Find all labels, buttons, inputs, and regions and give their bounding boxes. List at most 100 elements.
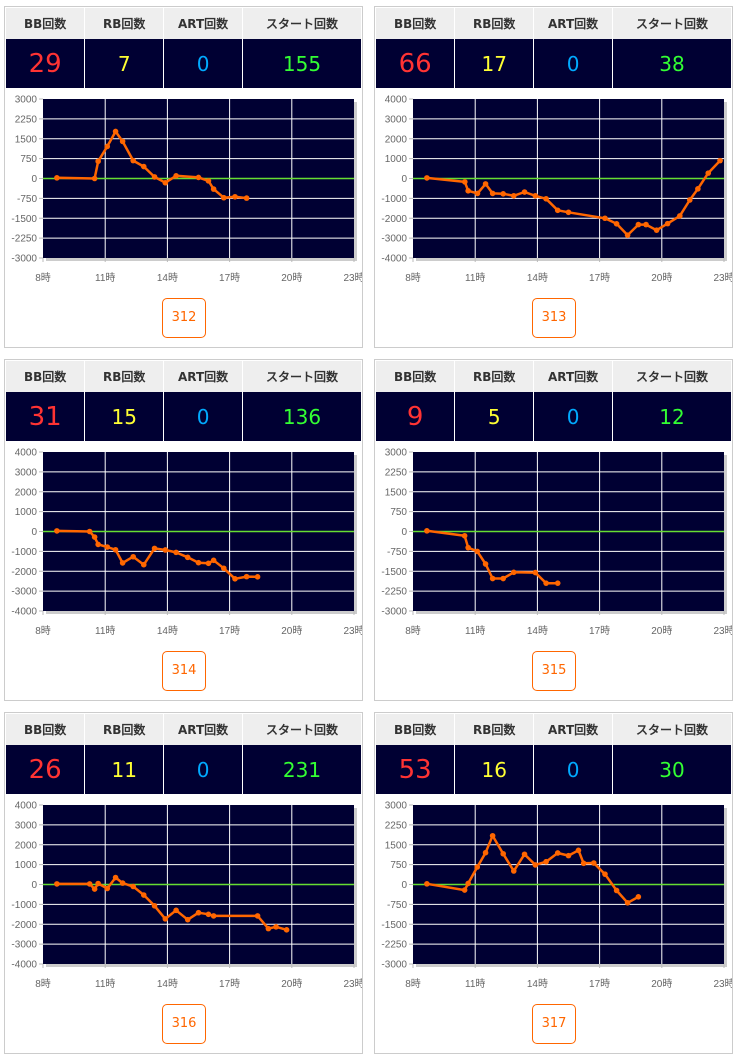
stats-table: BB回数 RB回数 ART回数 スタート回数 9 5 0 12 [376,361,731,441]
art-count: 0 [533,745,613,794]
y-tick-label: -2000 [11,567,37,578]
data-point [489,575,496,582]
data-point [220,194,227,201]
y-tick-label: -3000 [381,234,407,245]
y-tick-label: -1000 [381,194,407,205]
y-tick-label: 1500 [15,134,38,145]
x-tick-label: 17時 [219,625,240,637]
data-point [112,546,119,553]
data-point [635,221,642,228]
y-tick-label: 750 [390,507,407,518]
y-tick-label: 3000 [15,95,38,106]
data-point [195,174,202,181]
data-point [95,158,101,165]
x-tick-label: 8時 [35,978,51,990]
data-point [532,192,539,199]
start-count: 30 [612,745,731,794]
machine-number-button[interactable]: 315 [532,651,576,691]
header-art: ART回数 [533,714,613,745]
y-tick-label: -1500 [381,567,407,578]
data-point [86,881,93,887]
start-count: 155 [242,39,361,88]
data-point [91,886,98,892]
stats-table: BB回数 RB回数 ART回数 スタート回数 29 7 0 155 [6,8,361,88]
x-tick-label: 11時 [465,625,485,637]
header-bb: BB回数 [376,8,456,39]
rb-count: 5 [454,392,535,441]
header-bb: BB回数 [376,714,456,745]
x-tick-label: 14時 [527,272,548,284]
x-tick-label: 20時 [651,625,672,637]
data-point [205,178,212,184]
machine-number-button[interactable]: 312 [162,298,206,338]
machine-number-button[interactable]: 316 [162,1004,206,1044]
y-tick-label: 0 [401,174,407,185]
machine-number-button[interactable]: 317 [532,1004,576,1044]
y-tick-label: 2000 [15,840,38,851]
x-tick-label: 20時 [281,978,302,990]
header-bb: BB回数 [376,361,456,392]
data-point [461,887,468,893]
data-point [243,195,250,201]
data-point [717,157,723,164]
y-tick-label: 0 [401,527,407,538]
art-count: 0 [533,39,613,88]
y-tick-label: -1000 [11,900,37,911]
data-point [686,197,693,203]
stats-table: BB回数 RB回数 ART回数 スタート回数 66 17 0 38 [376,8,731,88]
header-art: ART回数 [163,714,243,745]
y-tick-label: -2000 [381,214,407,225]
data-point [130,157,136,164]
y-tick-label: 0 [31,174,37,185]
data-point [112,874,119,881]
data-point [462,179,468,185]
data-point [532,569,539,576]
data-point [151,174,158,180]
data-point [173,907,179,914]
x-tick-label: 23時 [343,978,362,990]
data-point [677,213,683,219]
art-count: 0 [163,745,243,794]
slump-chart: 4000 3000 2000 1000 0 -1000 -2000 -3000 -4000 8時 1… [381,95,732,285]
y-tick-label: 3000 [15,820,38,831]
data-point [465,188,471,194]
data-point [104,544,111,550]
data-point [521,189,528,195]
machine-number-button[interactable]: 313 [532,298,576,338]
y-tick-label: 4000 [15,448,38,459]
bb-count: 26 [6,745,86,794]
data-point [91,534,98,540]
y-tick-label: 2250 [385,467,408,478]
data-point [232,193,238,200]
data-point [95,880,101,887]
header-rb: RB回数 [84,8,165,39]
x-tick-label: 8時 [35,625,51,637]
data-point [283,927,290,933]
x-tick-label: 20時 [651,272,672,284]
y-tick-label: 3000 [385,114,408,125]
y-tick-label: 2000 [15,487,38,498]
slump-chart: 4000 3000 2000 1000 0 -1000 -2000 -3000 -4000 8時 1… [11,801,362,991]
data-point [112,128,119,135]
y-tick-label: 3000 [15,467,38,478]
x-tick-label: 8時 [405,272,421,284]
data-point [424,175,430,181]
data-point [613,221,620,227]
x-tick-label: 23時 [713,272,732,284]
header-bb: BB回数 [6,361,86,392]
data-point [273,924,279,930]
slump-chart: 3000 2250 1500 750 0 -750 -1500 -2250 -3000 8時 11時… [381,448,732,638]
data-point [162,547,169,553]
bb-count: 53 [376,745,456,794]
machine-number-button[interactable]: 314 [162,651,206,691]
x-tick-label: 20時 [281,625,302,637]
data-point [695,186,701,192]
y-tick-label: -4000 [11,607,37,618]
data-point [532,862,539,868]
rb-count: 7 [84,39,165,88]
header-start: スタート回数 [242,8,361,39]
data-point [184,916,191,923]
y-tick-label: 3000 [385,448,408,459]
data-point [624,899,631,906]
x-tick-label: 11時 [95,272,115,284]
